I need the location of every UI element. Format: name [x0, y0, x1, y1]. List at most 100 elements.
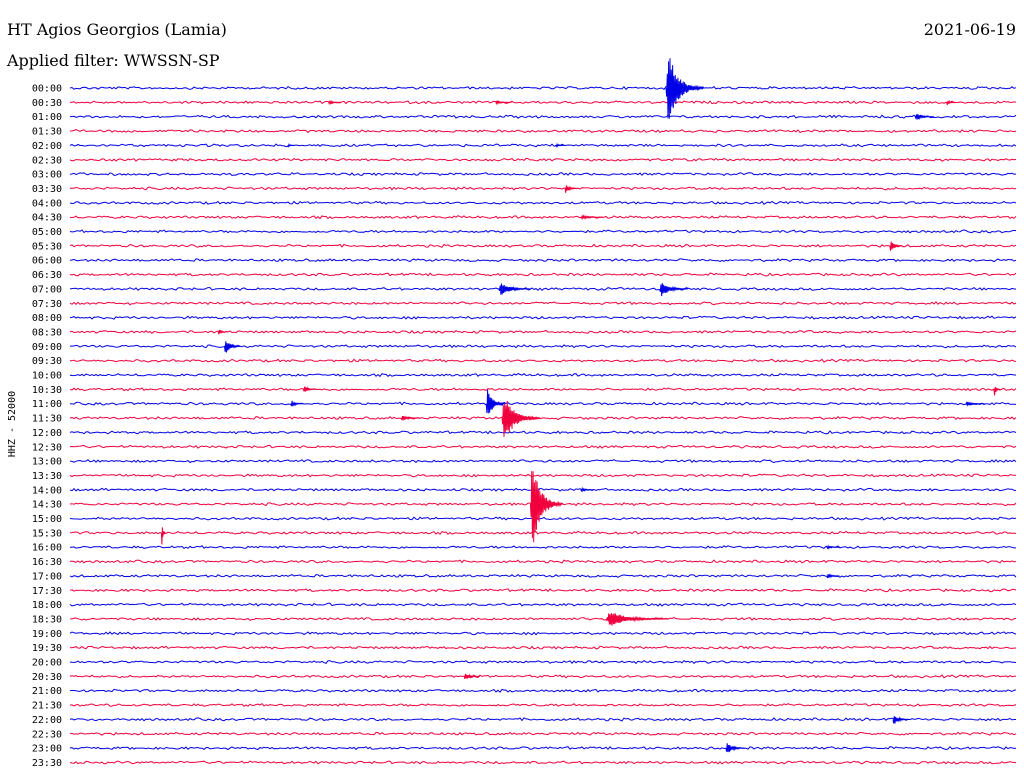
trace-line: [69, 258, 1017, 263]
row-time-label: 20:30: [32, 672, 62, 683]
trace-line: [69, 200, 1017, 205]
trace-line: [69, 272, 1017, 277]
row-time-label: 03:30: [32, 184, 62, 195]
row-time-label: 12:00: [32, 428, 62, 439]
row-time-label: 16:30: [32, 557, 62, 568]
row-time-label: 18:00: [32, 600, 62, 611]
trace-line: [69, 329, 1017, 334]
row-time-label: 02:30: [32, 155, 62, 166]
row-time-label: 13:00: [32, 457, 62, 468]
row-time-label: 00:00: [32, 84, 62, 95]
row-time-label: 16:00: [32, 543, 62, 554]
trace-line: [69, 344, 1017, 349]
trace-line: [69, 545, 1016, 550]
row-time-label: 09:00: [32, 342, 62, 353]
row-time-label: 14:30: [32, 500, 62, 511]
trace-line: [69, 659, 1017, 665]
seismic-event: [946, 99, 957, 106]
trace-line: [69, 631, 1017, 636]
trace-line: [69, 387, 1017, 392]
trace-line: [70, 616, 1017, 622]
row-time-label: 05:00: [32, 227, 62, 238]
trace-line: [69, 731, 1017, 736]
seismic-event: [287, 143, 294, 148]
row-time-label: 22:30: [32, 729, 62, 740]
seismic-event: [400, 415, 421, 421]
trace-line: [69, 444, 1017, 449]
seismic-event: [826, 573, 840, 579]
row-time-label: 21:30: [32, 701, 62, 712]
row-time-label: 01:30: [32, 127, 62, 138]
row-time-label: 06:30: [32, 270, 62, 281]
seismic-event: [160, 527, 166, 545]
seismic-event: [501, 400, 541, 437]
trace-line: [69, 588, 1017, 593]
row-time-label: 00:30: [32, 98, 62, 109]
trace-line: [69, 358, 1017, 363]
row-time-label: 15:30: [32, 528, 62, 539]
seismic-event: [725, 743, 745, 753]
trace-line: [69, 143, 1017, 148]
trace-line: [69, 516, 1017, 521]
row-time-label: 06:00: [32, 256, 62, 267]
trace-line: [69, 215, 1017, 220]
date-label: 2021-06-19: [923, 20, 1016, 39]
seismic-event: [498, 283, 531, 295]
row-time-label: 19:30: [32, 643, 62, 654]
y-axis-label: HHZ - 52000: [7, 391, 18, 457]
seismic-event: [290, 400, 304, 407]
seismic-event: [555, 142, 566, 148]
seismic-event: [564, 185, 578, 193]
trace-line: [69, 573, 1017, 578]
row-time-label: 19:00: [32, 629, 62, 640]
row-time-label: 23:30: [32, 758, 62, 769]
row-time-label: 08:30: [32, 327, 62, 338]
seismic-event: [826, 544, 840, 550]
trace-line: [69, 114, 1017, 119]
trace-line: [69, 559, 1017, 564]
seismic-event: [328, 99, 342, 106]
row-time-label: 05:30: [32, 241, 62, 252]
trace-line: [69, 717, 1016, 722]
row-time-label: 02:00: [32, 141, 62, 152]
row-time-label: 11:00: [32, 399, 62, 410]
seismic-event: [993, 386, 1001, 396]
trace-line: [69, 401, 1017, 406]
trace-line: [69, 157, 1017, 162]
row-time-label: 20:00: [32, 658, 62, 669]
trace-line: [69, 100, 1017, 105]
trace-line: [69, 315, 1017, 320]
seismic-event: [495, 100, 512, 106]
row-time-label: 23:00: [32, 744, 62, 755]
row-time-label: 10:30: [32, 385, 62, 396]
row-time-label: 15:00: [32, 514, 62, 525]
trace-line: [69, 688, 1017, 693]
trace-line: [69, 243, 1017, 248]
seismic-event: [914, 114, 935, 121]
trace-line: [69, 85, 1017, 91]
seismic-event: [892, 716, 909, 724]
row-time-label: 03:00: [32, 170, 62, 181]
row-time-label: 07:00: [32, 284, 62, 295]
trace-line: [69, 301, 1017, 306]
seismic-event: [659, 283, 689, 297]
row-time-label: 10:00: [32, 371, 62, 382]
row-time-label: 22:00: [32, 715, 62, 726]
row-time-label: 04:00: [32, 198, 62, 209]
row-time-label: 14:00: [32, 485, 62, 496]
trace-line: [69, 674, 1017, 679]
trace-line: [69, 487, 1016, 492]
trace-line: [69, 459, 1017, 464]
seismic-event: [302, 386, 317, 392]
filter-label: Applied filter: WWSSN-SP: [7, 51, 220, 70]
row-time-label: 09:30: [32, 356, 62, 367]
row-time-label: 17:00: [32, 571, 62, 582]
station-title: HT Agios Georgios (Lamia): [7, 20, 227, 39]
seismic-event: [529, 471, 563, 543]
trace-line: [69, 129, 1017, 134]
seismic-event: [965, 401, 985, 407]
seismic-event: [605, 613, 670, 626]
trace-line: [69, 702, 1017, 707]
trace-line: [69, 416, 1017, 421]
seismic-event: [224, 341, 241, 353]
